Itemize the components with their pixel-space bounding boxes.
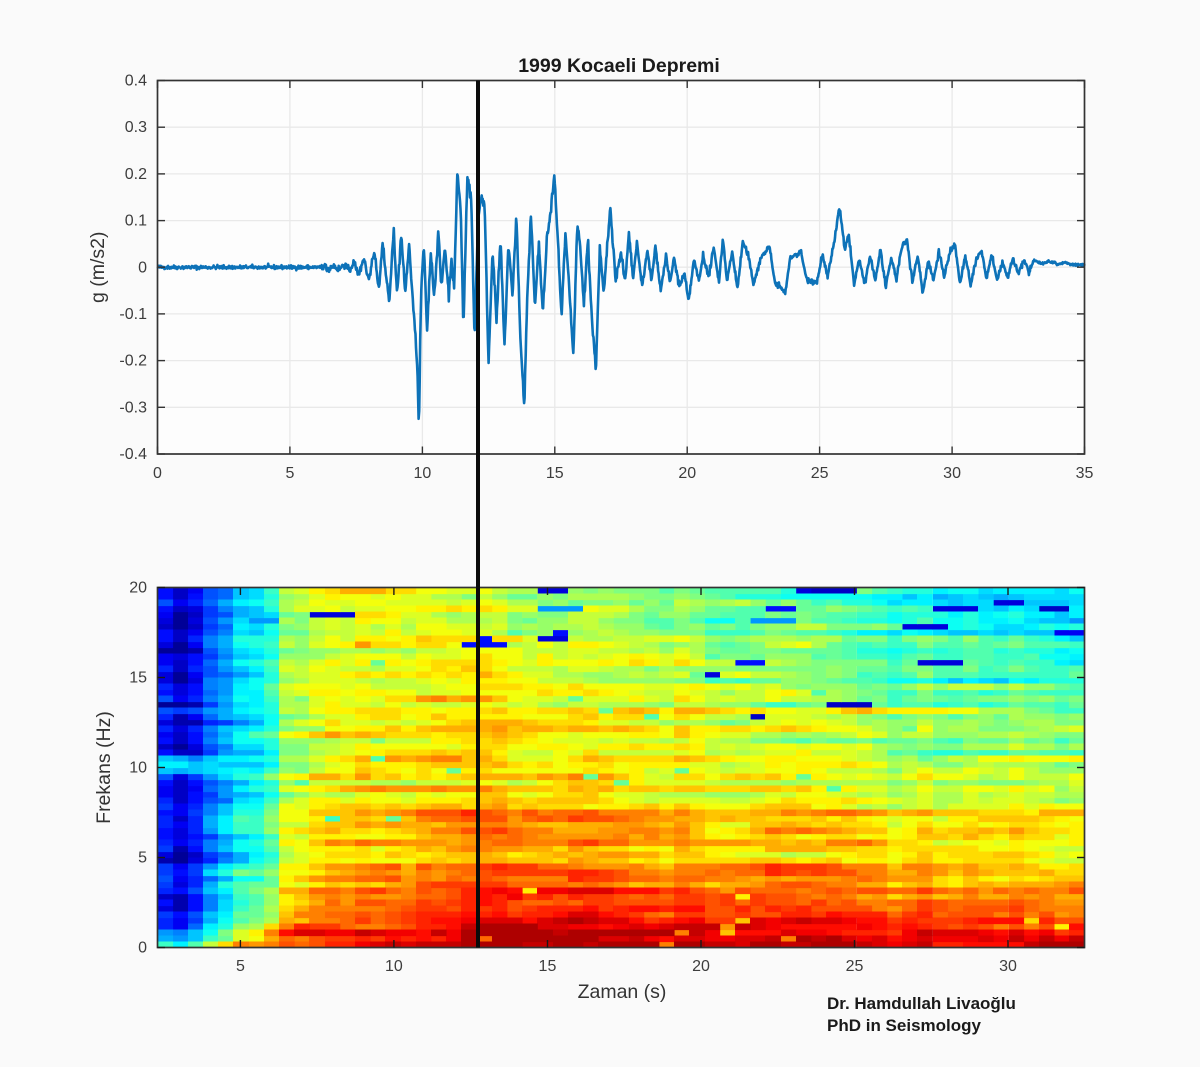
svg-text:-0.2: -0.2	[119, 353, 147, 370]
svg-text:10: 10	[129, 760, 147, 777]
svg-text:0.2: 0.2	[125, 166, 147, 183]
svg-text:g (m/s2): g (m/s2)	[87, 231, 109, 303]
svg-text:15: 15	[539, 958, 557, 975]
svg-text:10: 10	[413, 465, 431, 482]
svg-text:-0.1: -0.1	[119, 306, 147, 323]
svg-text:-0.3: -0.3	[119, 399, 147, 416]
svg-text:15: 15	[546, 465, 564, 482]
svg-text:5: 5	[236, 958, 245, 975]
svg-text:0.4: 0.4	[125, 73, 147, 90]
svg-text:30: 30	[999, 958, 1017, 975]
svg-text:25: 25	[811, 465, 829, 482]
svg-text:20: 20	[129, 580, 147, 597]
svg-text:0: 0	[138, 940, 147, 957]
svg-text:15: 15	[129, 670, 147, 687]
svg-text:Frekans (Hz): Frekans (Hz)	[93, 711, 115, 824]
svg-text:0: 0	[153, 465, 162, 482]
svg-text:1999 Kocaeli Depremi: 1999 Kocaeli Depremi	[518, 55, 720, 77]
svg-text:0.1: 0.1	[125, 213, 147, 230]
svg-text:0: 0	[138, 259, 147, 276]
svg-text:Dr. Hamdullah Livaoğlu: Dr. Hamdullah Livaoğlu	[827, 994, 1016, 1013]
svg-text:30: 30	[943, 465, 961, 482]
svg-text:25: 25	[846, 958, 864, 975]
svg-text:PhD in Seismology: PhD in Seismology	[827, 1016, 982, 1035]
svg-text:Zaman (s): Zaman (s)	[578, 981, 667, 1003]
svg-text:5: 5	[285, 465, 294, 482]
svg-text:-0.4: -0.4	[119, 446, 147, 463]
svg-text:5: 5	[138, 850, 147, 867]
svg-text:10: 10	[385, 958, 403, 975]
svg-text:20: 20	[678, 465, 696, 482]
svg-text:35: 35	[1076, 465, 1094, 482]
svg-text:0.3: 0.3	[125, 119, 147, 136]
svg-text:20: 20	[692, 958, 710, 975]
